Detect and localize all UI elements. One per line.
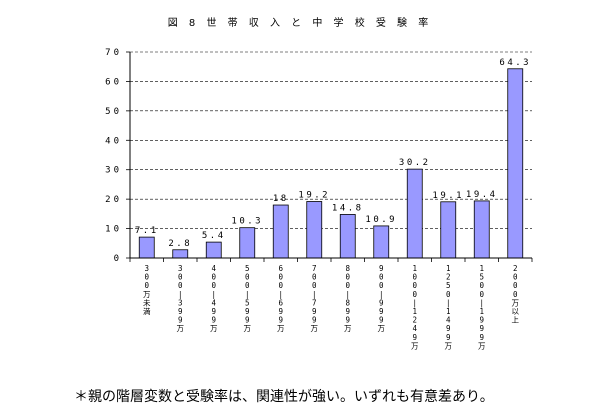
gridlines (130, 51, 532, 229)
footnote: ＊親の階層変数と受験率は、関連性が強い。いずれも有意差あり。 (74, 389, 494, 405)
x-tick-label: 5 0 0 | 5 9 9 万 (244, 264, 252, 333)
x-tick-label-text: 4 0 0 | 4 9 9 万 (210, 264, 218, 333)
x-tick-label: 3 0 0 万未満 (143, 264, 151, 316)
y-tick-label: 10 (105, 225, 122, 235)
data-label: 7.1 (135, 226, 159, 236)
bar (138, 236, 155, 259)
data-label: 10.9 (365, 215, 397, 225)
x-tick-label: 1 0 0 0 | 1 2 4 9 万 (411, 264, 419, 350)
bar (440, 201, 457, 259)
x-tick-label: 1 2 5 0 | 1 4 9 9 万 (445, 264, 453, 350)
data-labels: 7.1 2.8 5.4 10.3 18 19.214.810.9 30.2 19.1 19.4 6… (135, 58, 531, 249)
y-tick-label: 0 (114, 254, 122, 264)
x-tick-label-text: 1 0 0 0 | 1 2 4 9 万 (411, 264, 419, 350)
x-tick-label-text: 3 0 0 万未満 (143, 264, 151, 316)
x-tick-label-text: 5 0 0 | 5 9 9 万 (244, 264, 252, 333)
x-tick-label-text: 2 0 0 0 万以上 (512, 264, 520, 325)
x-tick-label: 2 0 0 0 万以上 (512, 264, 520, 325)
bar (507, 68, 524, 259)
bar (339, 214, 356, 259)
data-label: 10.3 (231, 217, 263, 227)
bar (306, 201, 323, 259)
x-tick-label: 3 0 0 | 3 9 9 万 (177, 264, 185, 333)
x-tick-label: 1 5 0 0 | 1 9 9 9 万 (478, 264, 486, 350)
x-tick-label-text: 1 5 0 0 | 1 9 9 9 万 (478, 264, 486, 350)
bar (473, 200, 490, 259)
y-axis-ticks: 0 10 20 30 40 50 60 70 (105, 48, 130, 264)
bar (239, 227, 256, 259)
y-tick-label: 30 (105, 166, 122, 176)
x-tick-label: 6 0 0 | 6 9 9 万 (277, 264, 285, 333)
x-tick-label-text: 3 0 0 | 3 9 9 万 (177, 264, 185, 333)
x-tick-label-text: 9 0 0 | 9 9 9 万 (378, 264, 386, 333)
y-tick-label: 50 (105, 107, 122, 117)
x-tick-label-text: 7 0 0 | 7 9 9 万 (311, 264, 319, 333)
x-tick-label: 7 0 0 | 7 9 9 万 (311, 264, 319, 333)
data-label: 2.8 (168, 239, 192, 249)
bar (272, 204, 289, 259)
y-tick-label: 70 (105, 48, 122, 58)
x-tick-label-text: 1 2 5 0 | 1 4 9 9 万 (445, 264, 453, 350)
data-label: 19.2 (298, 190, 330, 200)
y-tick-label: 40 (105, 136, 122, 146)
y-tick-label: 60 (105, 77, 122, 87)
chart-title: 図 8 世 帯 収 入 と 中 学 校 受 験 率 (167, 18, 433, 29)
bar (373, 225, 390, 259)
data-label: 19.4 (466, 190, 498, 200)
bar (172, 249, 189, 259)
axes (129, 52, 533, 262)
bar (406, 168, 423, 259)
x-tick-label: 8 0 0 | 8 9 9 万 (344, 264, 352, 333)
x-tick-label: 4 0 0 | 4 9 9 万 (210, 264, 218, 333)
x-tick-label-text: 6 0 0 | 6 9 9 万 (277, 264, 285, 333)
data-label: 30.2 (399, 158, 431, 168)
x-axis-labels: 3 0 0 万未満 3 0 0 | 3 9 9 万 4 0 0 | 4 9 9 万 5 0 0 | 5 9 9 万 6 0 0 | 6 9 9 万 7 0… (143, 264, 520, 350)
data-label: 64.3 (499, 58, 531, 68)
data-label: 19.1 (432, 191, 464, 201)
y-tick-label: 20 (105, 195, 122, 205)
data-label: 14.8 (332, 203, 364, 213)
bars (138, 68, 524, 259)
x-tick-label: 9 0 0 | 9 9 9 万 (378, 264, 386, 333)
data-label: 18 (273, 194, 289, 204)
bar (205, 241, 222, 259)
data-label: 5.4 (202, 231, 226, 241)
x-tick-label-text: 8 0 0 | 8 9 9 万 (344, 264, 352, 333)
